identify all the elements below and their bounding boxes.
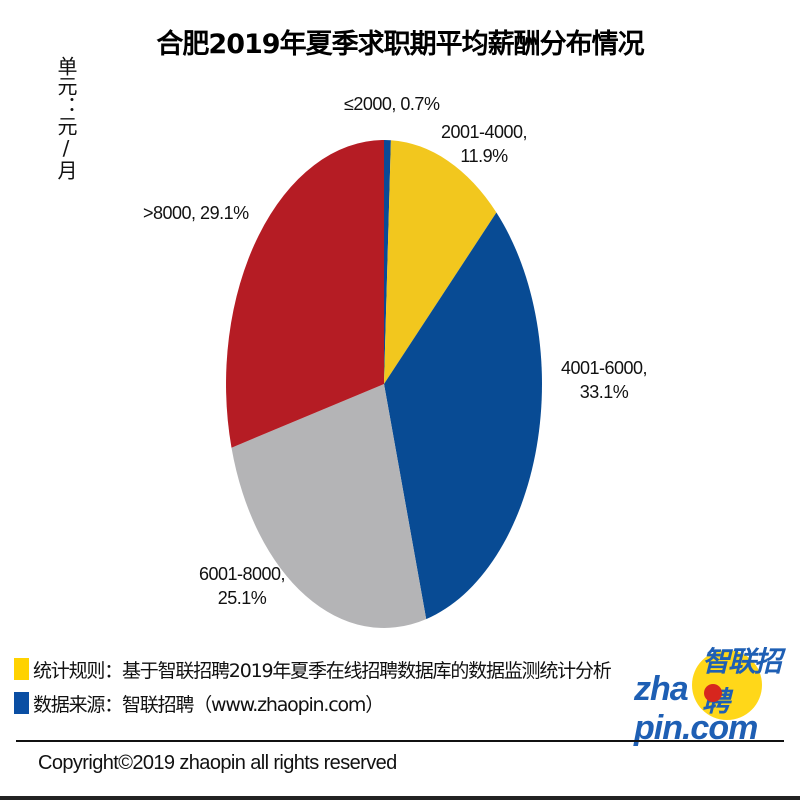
slice-le2000 — [384, 139, 391, 384]
note-stat-rule-text: 统计规则：基于智联招聘2019年夏季在线招聘数据库的数据监测统计分析 — [33, 659, 612, 682]
copyright: Copyright©2019 zhaopin all rights reserv… — [38, 752, 397, 774]
logo-red-dot-icon — [704, 684, 722, 702]
label-6001-8000-pct: 25.1% — [217, 588, 267, 608]
label-6001-8000-range: 6001-8000, — [198, 564, 286, 584]
notes: 统计规则：基于智联招聘2019年夏季在线招聘数据库的数据监测统计分析 数据来源：… — [14, 652, 612, 720]
zhaopin-logo: 智联招聘 zhapin.com — [634, 636, 794, 747]
label-6001-8000: 6001-8000, 25.1% — [190, 562, 294, 610]
note-stat-rule: 统计规则：基于智联招聘2019年夏季在线招聘数据库的数据监测统计分析 — [14, 652, 612, 686]
label-2001-4000: 2001-4000, 11.9% — [432, 120, 536, 168]
label-le2000: ≤2000, 0.7% — [344, 94, 440, 114]
logo-sun-icon — [692, 650, 762, 720]
label-4001-6000-pct: 33.1% — [579, 382, 629, 402]
logo-en-left: zha — [634, 670, 689, 708]
blue-square-icon — [14, 692, 29, 714]
slice-4001-6000 — [384, 212, 542, 620]
label-gt8000: >8000, 29.1% — [143, 203, 249, 223]
label-4001-6000-range: 4001-6000, — [560, 358, 648, 378]
label-2001-4000-pct: 11.9% — [460, 146, 508, 166]
slice-2001-4000 — [384, 140, 497, 384]
slice-gt8000 — [226, 140, 384, 448]
note-data-source: 数据来源：智联招聘（www.zhaopin.com） — [14, 686, 611, 720]
note-data-source-text: 数据来源：智联招聘（www.zhaopin.com） — [33, 693, 384, 716]
logo-en-text: zhapin.com — [634, 670, 794, 748]
bottom-border — [0, 796, 800, 800]
unit-label: 单元：元/月 — [54, 56, 78, 180]
chart-title: 合肥2019年夏季求职期平均薪酬分布情况 — [156, 29, 644, 60]
slice-6001-8000 — [231, 384, 427, 628]
label-4001-6000: 4001-6000, 33.1% — [552, 356, 656, 404]
label-2001-4000-range: 2001-4000, — [440, 122, 528, 142]
yellow-square-icon — [14, 658, 29, 680]
footer-divider — [16, 740, 784, 742]
